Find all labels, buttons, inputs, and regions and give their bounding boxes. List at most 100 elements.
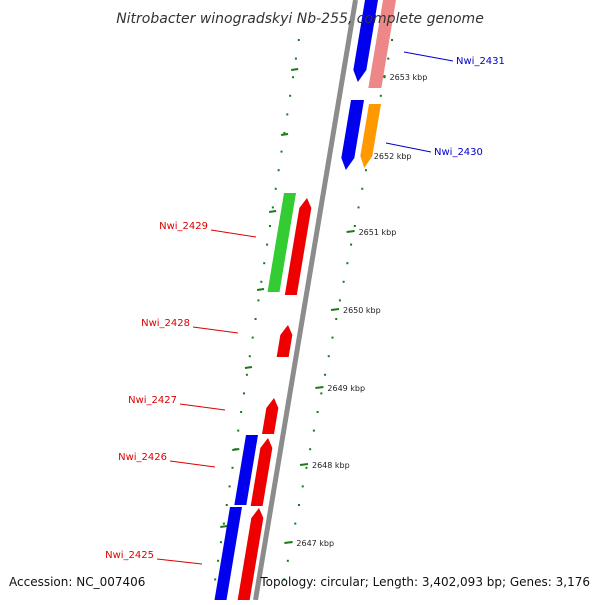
- minor-tick-mark: [225, 504, 228, 506]
- minor-tick-mark: [289, 94, 292, 97]
- minor-tick-mark: [237, 429, 240, 432]
- minor-tick-mark: [327, 355, 330, 358]
- minor-tick-mark: [228, 485, 231, 488]
- red-feature: [276, 325, 293, 357]
- tick-label: 2650 kbp: [343, 306, 381, 315]
- tick-label: 2649 kbp: [327, 384, 365, 393]
- minor-tick-mark: [286, 113, 289, 116]
- major-tick-mark: [315, 386, 324, 389]
- minor-tick-mark: [357, 206, 360, 209]
- tick-label: 2648 kbp: [312, 461, 350, 470]
- minor-tick-mark: [379, 94, 382, 97]
- gene-leader-line: [156, 558, 203, 565]
- minor-tick-mark: [277, 169, 280, 172]
- minor-tick-mark: [383, 76, 386, 79]
- gene-leader-line: [169, 460, 216, 468]
- gene-leader-line: [403, 51, 454, 62]
- major-tick-mark: [284, 541, 293, 544]
- minor-tick-mark: [243, 392, 246, 395]
- gene-label: Nwi_2431: [456, 56, 505, 67]
- minor-tick-mark: [283, 132, 286, 134]
- major-tick-mark: [220, 525, 228, 528]
- minor-tick-mark: [364, 169, 367, 172]
- minor-tick-mark: [350, 243, 353, 246]
- tick-label: 2651 kbp: [359, 228, 397, 237]
- major-tick-mark: [291, 68, 299, 71]
- minor-tick-mark: [338, 299, 341, 302]
- minor-tick-mark: [254, 318, 257, 320]
- minor-tick-mark: [387, 57, 390, 60]
- minor-tick-mark: [309, 448, 312, 451]
- minor-tick-mark: [294, 522, 297, 525]
- gene-leader-line: [179, 403, 226, 411]
- minor-tick-mark: [331, 336, 334, 339]
- gene-label: Nwi_2426: [118, 452, 167, 463]
- minor-tick-mark: [280, 150, 283, 153]
- gene-leader-line: [385, 142, 432, 153]
- minor-tick-mark: [219, 541, 222, 544]
- gene-leader-line: [210, 229, 257, 238]
- gene-label: Nwi_2429: [159, 221, 208, 232]
- green-feature: [267, 193, 296, 292]
- red-feature: [237, 508, 264, 600]
- major-tick-mark: [232, 448, 240, 451]
- minor-tick-mark: [271, 206, 274, 209]
- tick-label: 2647 kbp: [296, 539, 334, 548]
- red-feature: [284, 198, 312, 295]
- gene-label: Nwi_2428: [141, 318, 190, 329]
- minor-tick-mark: [222, 522, 225, 525]
- genome-backbone: [253, 0, 358, 601]
- minor-tick-mark: [240, 411, 243, 413]
- major-tick-mark: [330, 308, 340, 311]
- feature-layer: [214, 0, 396, 600]
- gene-label: Nwi_2425: [105, 550, 154, 561]
- minor-tick-mark: [320, 392, 323, 395]
- minor-tick-mark: [301, 485, 304, 488]
- minor-tick-mark: [316, 411, 319, 413]
- major-tick-mark: [268, 210, 277, 213]
- minor-tick-mark: [260, 280, 263, 283]
- gene-leader-line: [192, 326, 239, 334]
- minor-tick-mark: [257, 299, 260, 302]
- blue-feature: [214, 507, 242, 600]
- minor-tick-mark: [297, 39, 300, 41]
- red-feature: [261, 398, 279, 434]
- major-tick-mark: [256, 288, 265, 291]
- tick-label: 2652 kbp: [374, 152, 412, 161]
- minor-tick-mark: [361, 187, 364, 190]
- red-feature: [250, 438, 273, 506]
- minor-tick-mark: [342, 280, 345, 283]
- minor-tick-mark: [245, 373, 248, 376]
- gene-label: Nwi_2427: [128, 395, 177, 406]
- minor-tick-mark: [214, 578, 217, 581]
- blue-feature: [234, 435, 258, 505]
- minor-tick-mark: [286, 559, 289, 562]
- minor-tick-mark: [298, 504, 300, 506]
- minor-tick-mark: [251, 336, 254, 339]
- minor-tick-mark: [391, 39, 393, 41]
- minor-tick-mark: [268, 225, 271, 227]
- backbone-layer: [253, 0, 358, 601]
- minor-tick-mark: [283, 578, 286, 581]
- minor-tick-mark: [335, 318, 338, 320]
- minor-tick-mark: [346, 262, 349, 265]
- minor-tick-mark: [266, 243, 269, 246]
- minor-tick-mark: [248, 355, 251, 358]
- map-title: Nitrobacter winogradskyi Nb-255, complet…: [116, 11, 484, 27]
- minor-tick-mark: [274, 187, 277, 190]
- major-tick-mark: [299, 463, 309, 466]
- blue-feature: [353, 0, 378, 82]
- minor-tick-mark: [231, 466, 234, 469]
- minor-tick-mark: [292, 76, 295, 79]
- major-tick-mark: [244, 366, 253, 369]
- blue-feature: [341, 100, 364, 170]
- topology-text: Topology: circular; Length: 3,402,093 bp…: [259, 575, 590, 589]
- tick-label: 2653 kbp: [390, 73, 428, 82]
- minor-tick-mark: [305, 466, 308, 469]
- minor-tick-mark: [263, 262, 266, 265]
- accession-text: Accession: NC_007406: [9, 575, 145, 589]
- minor-tick-mark: [217, 559, 220, 562]
- minor-tick-mark: [294, 57, 297, 60]
